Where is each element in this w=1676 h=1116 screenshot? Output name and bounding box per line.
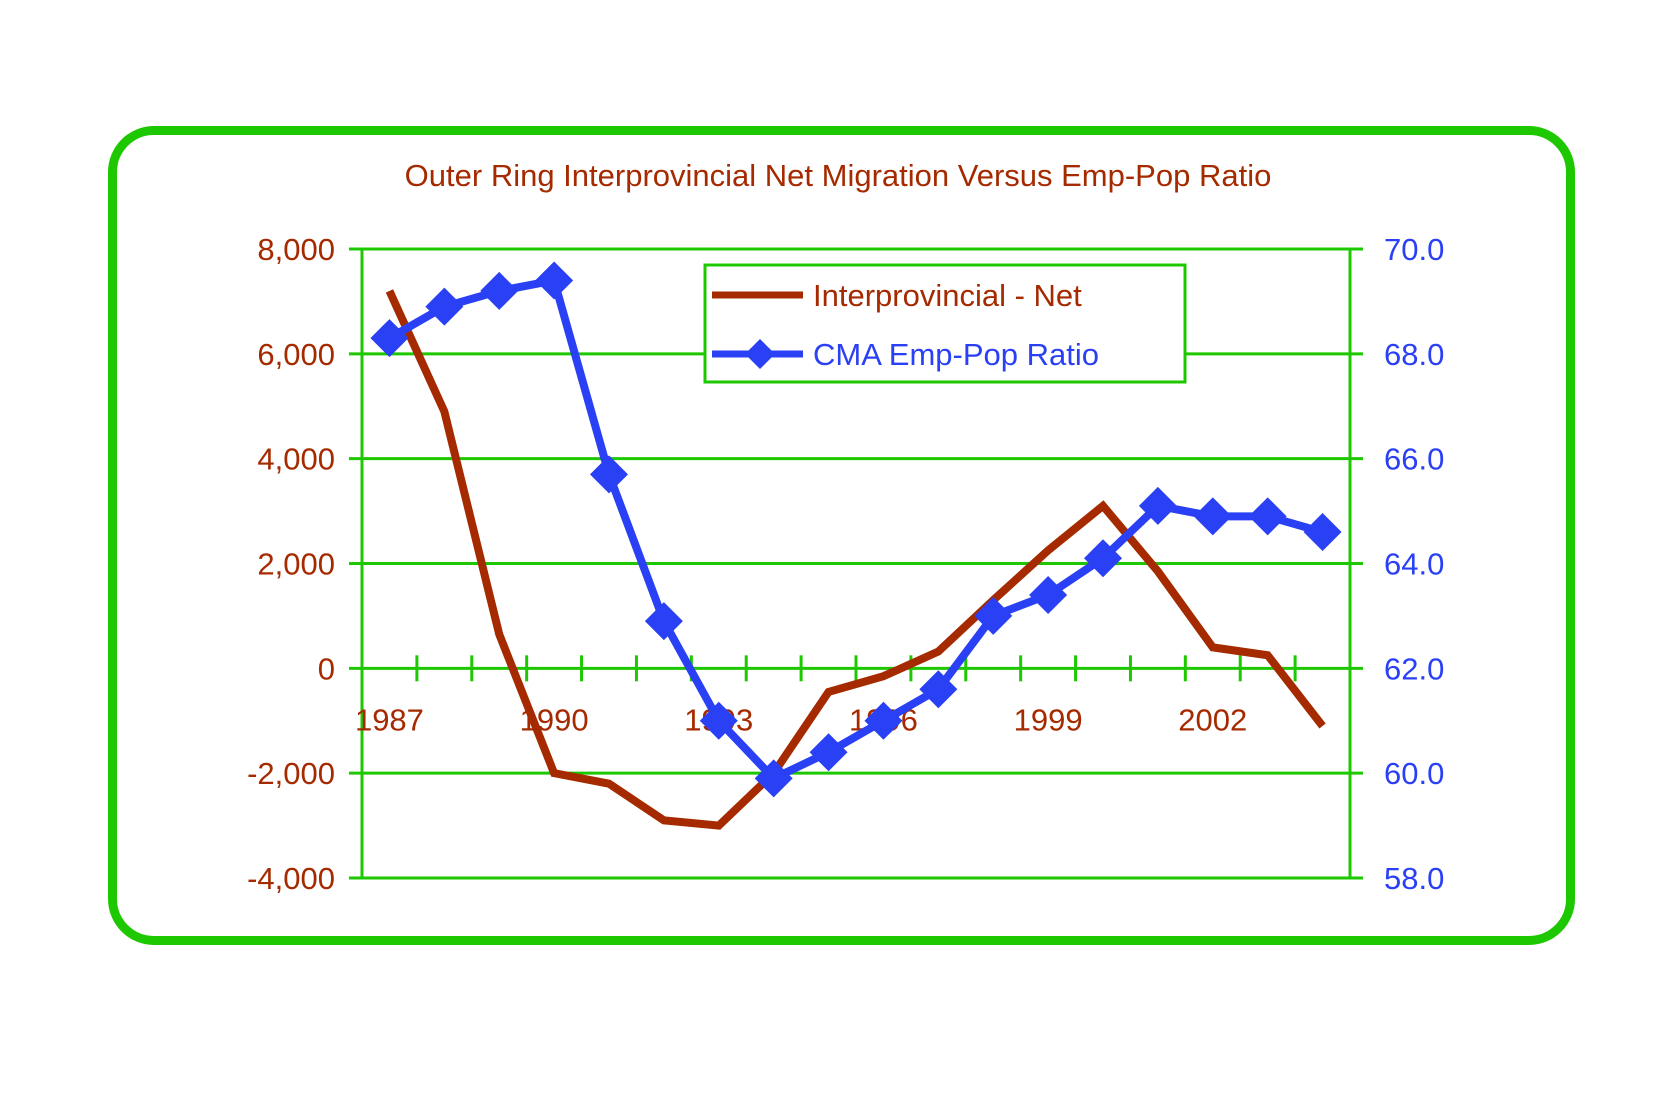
y-tick-label-right: 64.0 [1384, 547, 1444, 582]
y-tick-label-right: 62.0 [1384, 651, 1444, 686]
y-tick-label-right: 60.0 [1384, 756, 1444, 791]
legend-box [703, 263, 1187, 384]
legend: Interprovincial - Net CMA Emp-Pop Ratio [703, 263, 1187, 384]
data-point-cma-emp-pop-ratio [535, 261, 574, 300]
data-point-cma-emp-pop-ratio [919, 670, 958, 709]
y-tick-label-left: -4,000 [247, 861, 335, 896]
y-tick-label-left: 2,000 [257, 547, 335, 582]
legend-label-interprovincial: Interprovincial - Net [813, 278, 1082, 313]
data-point-cma-emp-pop-ratio [754, 759, 793, 798]
chart-title: Outer Ring Interprovincial Net Migration… [405, 158, 1272, 193]
data-point-cma-emp-pop-ratio [1193, 497, 1232, 536]
series [370, 261, 1342, 830]
data-point-cma-emp-pop-ratio [480, 271, 519, 310]
x-tick-label: 1999 [1014, 702, 1083, 737]
y-tick-label-left: 6,000 [257, 337, 335, 372]
data-point-cma-emp-pop-ratio [1029, 575, 1068, 614]
y-tick-label-left: -2,000 [247, 756, 335, 791]
data-point-cma-emp-pop-ratio [370, 319, 409, 358]
data-point-cma-emp-pop-ratio [864, 701, 903, 740]
data-point-cma-emp-pop-ratio [974, 596, 1013, 635]
legend-diamond-marker-icon [745, 339, 775, 369]
data-point-cma-emp-pop-ratio [699, 701, 738, 740]
data-point-cma-emp-pop-ratio [1303, 513, 1342, 552]
series-line-interprovincial-net [385, 289, 1326, 830]
y-tick-label-left: 8,000 [257, 232, 335, 267]
data-point-cma-emp-pop-ratio [1138, 486, 1177, 525]
y-tick-label-right: 58.0 [1384, 861, 1444, 896]
y-tick-label-right: 66.0 [1384, 442, 1444, 477]
data-point-cma-emp-pop-ratio [1248, 497, 1287, 536]
data-point-cma-emp-pop-ratio [809, 733, 848, 772]
data-point-cma-emp-pop-ratio [1084, 539, 1122, 578]
y-tick-label-left: 4,000 [257, 442, 335, 477]
data-point-cma-emp-pop-ratio [644, 602, 683, 641]
y-tick-label-right: 70.0 [1384, 232, 1444, 267]
data-point-cma-emp-pop-ratio [425, 287, 464, 326]
legend-label-emp-pop: CMA Emp-Pop Ratio [813, 337, 1099, 372]
x-tick-label: 2002 [1178, 702, 1247, 737]
x-tick-label: 1987 [355, 702, 424, 737]
data-point-cma-emp-pop-ratio [590, 455, 628, 494]
y-tick-label-right: 68.0 [1384, 337, 1444, 372]
y-tick-label-left: 0 [318, 651, 335, 686]
